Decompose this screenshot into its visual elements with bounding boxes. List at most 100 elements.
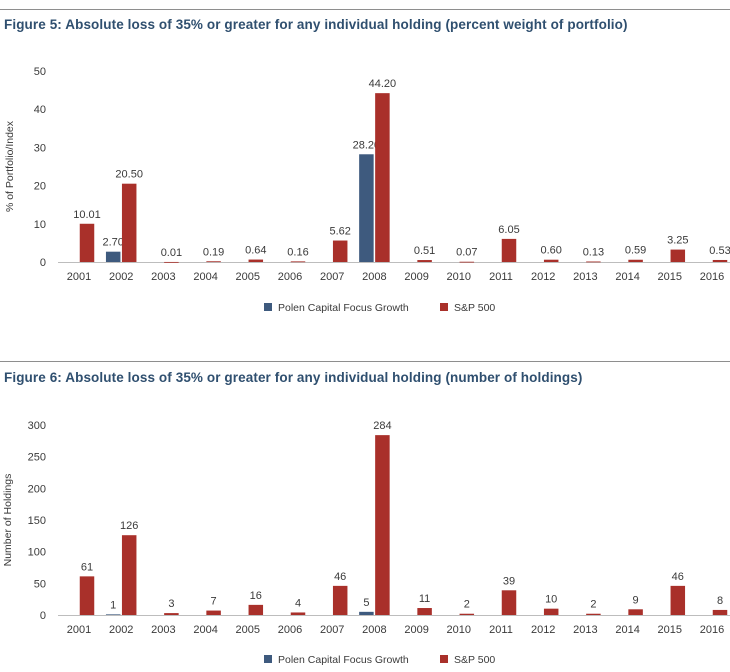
bar-sp500-2004 <box>206 261 221 263</box>
bar-polen-2008 <box>359 611 374 615</box>
x-tick-label: 2012 <box>531 271 555 283</box>
data-label-sp500-2015: 3.25 <box>667 235 688 247</box>
data-label-sp500-2003: 3 <box>168 598 174 610</box>
data-label-polen-2008: 5 <box>363 597 369 609</box>
y-tick-label: 40 <box>34 104 46 116</box>
bar-polen-2008 <box>359 154 374 262</box>
x-tick-label: 2003 <box>151 271 175 283</box>
legend-label-sp500: S&P 500 <box>454 654 495 666</box>
y-tick-label: 10 <box>34 219 46 231</box>
data-label-sp500-2014: 0.59 <box>625 245 646 257</box>
y-axis-title: % of Portfolio/Index <box>4 120 16 212</box>
data-label-sp500-2013: 0.13 <box>583 247 604 259</box>
bar-sp500-2007 <box>332 585 348 615</box>
y-tick-label: 100 <box>28 547 46 559</box>
bar-sp500-2011 <box>501 238 517 262</box>
x-tick-label: 2013 <box>573 271 597 283</box>
data-label-sp500-2009: 11 <box>419 593 430 605</box>
bar-sp500-2012 <box>543 608 559 615</box>
bar-sp500-2013 <box>586 261 601 263</box>
data-label-sp500-2016: 8 <box>717 595 723 607</box>
x-tick-label: 2013 <box>573 624 597 636</box>
data-label-sp500-2010: 2 <box>464 599 470 611</box>
data-label-sp500-2013: 2 <box>590 599 596 611</box>
x-tick-label: 2007 <box>320 624 344 636</box>
bar-sp500-2007 <box>332 240 348 262</box>
bar-sp500-2005 <box>248 604 264 615</box>
y-tick-label: 50 <box>34 578 46 590</box>
x-tick-label: 2010 <box>447 624 471 636</box>
legend-swatch-polen <box>264 303 272 311</box>
x-tick-label: 2004 <box>193 624 217 636</box>
x-tick-label: 2008 <box>362 624 386 636</box>
legend-label-polen: Polen Capital Focus Growth <box>278 302 409 314</box>
legend-swatch-sp500 <box>440 303 448 311</box>
data-label-polen-2002: 2.70 <box>102 237 123 249</box>
data-label-sp500-2015: 46 <box>672 571 684 583</box>
data-label-sp500-2004: 7 <box>211 596 217 608</box>
bar-sp500-2009 <box>417 260 432 262</box>
bar-sp500-2015 <box>670 249 686 262</box>
x-tick-label: 2010 <box>447 271 471 283</box>
bar-sp500-2010 <box>459 261 475 263</box>
x-tick-label: 2005 <box>236 624 260 636</box>
x-tick-label: 2002 <box>109 271 133 283</box>
bar-sp500-2005 <box>248 259 264 262</box>
figure-6-chart: 0 50 100 150 200 250 300 Number of Holdings 61 20… <box>2 420 730 666</box>
data-label-sp500-2012: 0.60 <box>540 245 561 257</box>
data-label-sp500-2003: 0.01 <box>161 247 182 259</box>
data-label-sp500-2010: 0.07 <box>456 247 477 259</box>
x-tick-label: 2012 <box>531 624 555 636</box>
x-tick-label: 2002 <box>109 624 133 636</box>
data-label-sp500-2006: 4 <box>295 597 301 609</box>
x-tick-label: 2016 <box>700 624 724 636</box>
data-label-sp500-2007: 46 <box>334 571 346 583</box>
y-tick-label: 150 <box>28 515 46 527</box>
bar-polen-2002 <box>105 614 121 615</box>
bar-sp500-2001 <box>79 223 95 262</box>
bar-sp500-2011 <box>501 590 517 615</box>
y-tick-label: 250 <box>28 452 46 464</box>
y-tick-label: 0 <box>40 610 46 622</box>
x-tick-label: 2008 <box>362 271 386 283</box>
y-tick-label: 300 <box>28 420 46 432</box>
x-tick-label: 2011 <box>489 271 513 283</box>
x-tick-label: 2015 <box>658 624 682 636</box>
y-axis-title: Number of Holdings <box>2 474 14 567</box>
data-label-sp500-2005: 0.64 <box>245 245 266 257</box>
x-tick-label: 2001 <box>67 271 91 283</box>
data-label-sp500-2012: 10 <box>545 594 557 606</box>
x-tick-label: 2001 <box>67 624 91 636</box>
legend-label-polen: Polen Capital Focus Growth <box>278 654 409 666</box>
x-tick-label: 2009 <box>404 271 428 283</box>
bar-sp500-2006 <box>290 261 306 263</box>
data-label-sp500-2007: 5.62 <box>329 226 350 238</box>
data-label-polen-2002: 1 <box>110 599 116 611</box>
bar-sp500-2015 <box>670 585 686 615</box>
data-label-sp500-2008: 44.20 <box>369 78 397 90</box>
x-tick-label: 2003 <box>151 624 175 636</box>
x-tick-label: 2011 <box>489 624 513 636</box>
bar-polen-2002 <box>105 251 121 262</box>
y-tick-label: 30 <box>34 142 46 154</box>
x-tick-label: 2007 <box>320 271 344 283</box>
legend-swatch-polen <box>264 655 272 663</box>
x-tick-label: 2009 <box>404 624 428 636</box>
bar-sp500-2014 <box>628 259 643 262</box>
data-label-sp500-2011: 39 <box>503 575 515 587</box>
bar-sp500-2001 <box>79 576 95 615</box>
bar-sp500-2013 <box>586 613 601 615</box>
y-tick-label: 200 <box>28 483 46 495</box>
bar-sp500-2008 <box>375 93 390 262</box>
bar-sp500-2016 <box>712 259 728 262</box>
bar-sp500-2006 <box>290 612 306 615</box>
data-label-sp500-2008: 284 <box>373 420 391 432</box>
data-label-sp500-2014: 9 <box>633 594 639 606</box>
middle-rule <box>0 361 730 362</box>
bar-sp500-2002 <box>121 183 137 262</box>
bar-sp500-2003 <box>164 613 179 615</box>
bar-sp500-2014 <box>628 609 643 615</box>
data-label-sp500-2005: 16 <box>250 590 262 602</box>
bar-sp500-2009 <box>417 608 432 615</box>
bar-sp500-2003 <box>164 261 179 263</box>
